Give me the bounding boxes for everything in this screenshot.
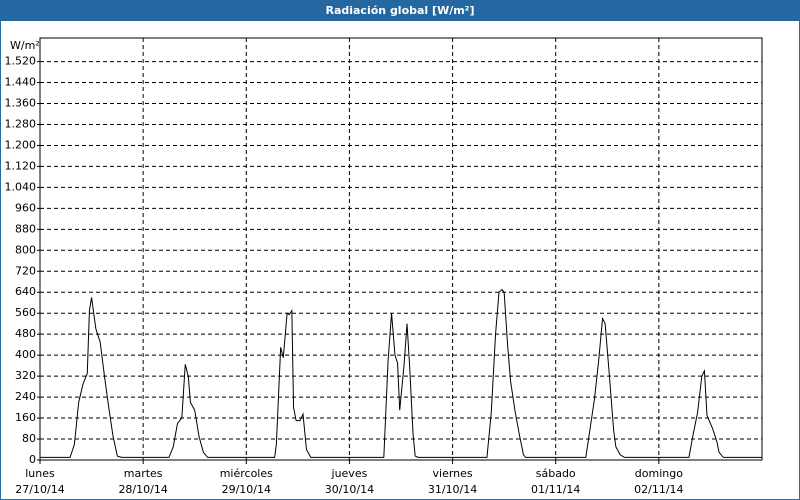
x-tick-label: sábado — [536, 467, 576, 480]
y-tick-label: 400 — [15, 348, 36, 361]
x-tick-label: 28/10/14 — [118, 483, 167, 496]
y-tick-label: 800 — [15, 243, 36, 256]
x-tick-label: jueves — [331, 467, 368, 480]
y-tick-label: 480 — [15, 327, 36, 340]
x-tick-label: 02/11/14 — [634, 483, 683, 496]
y-tick-label: 1.120 — [5, 159, 37, 172]
y-tick-label: 80 — [22, 432, 36, 445]
y-tick-label: 960 — [15, 201, 36, 214]
x-tick-label: 01/11/14 — [531, 483, 580, 496]
y-tick-label: 1.200 — [5, 138, 37, 151]
x-tick-label: lunes — [25, 467, 55, 480]
y-tick-label: 1.440 — [5, 76, 37, 89]
y-tick-label: 640 — [15, 285, 36, 298]
plot-border — [39, 37, 763, 461]
x-tick-label: viernes — [433, 467, 473, 480]
title-bar — [0, 0, 800, 21]
y-tick-label: 1.040 — [5, 180, 37, 193]
y-tick-label: 320 — [15, 369, 36, 382]
data-line — [40, 288, 762, 458]
y-tick-label: 1.280 — [5, 117, 37, 130]
x-tick-label: 27/10/14 — [15, 483, 64, 496]
y-tick-label: 560 — [15, 306, 36, 319]
x-tick-label: 29/10/14 — [222, 483, 271, 496]
y-tick-label: 240 — [15, 390, 36, 403]
y-tick-label: 1.520 — [5, 55, 37, 68]
y-tick-label: 1.360 — [5, 97, 37, 110]
y-tick-label: 0 — [29, 453, 36, 466]
x-tick-label: 31/10/14 — [428, 483, 477, 496]
y-tick-label: 160 — [15, 411, 36, 424]
x-tick-label: domingo — [635, 467, 683, 480]
x-tick-label: miércoles — [220, 467, 273, 480]
x-tick-label: martes — [124, 467, 163, 480]
x-tick-label: 30/10/14 — [325, 483, 374, 496]
y-tick-label: 880 — [15, 222, 36, 235]
y-axis-label: W/m² — [10, 39, 40, 52]
chart-title: Radiación global [W/m²] — [325, 4, 474, 17]
y-tick-label: 720 — [15, 264, 36, 277]
